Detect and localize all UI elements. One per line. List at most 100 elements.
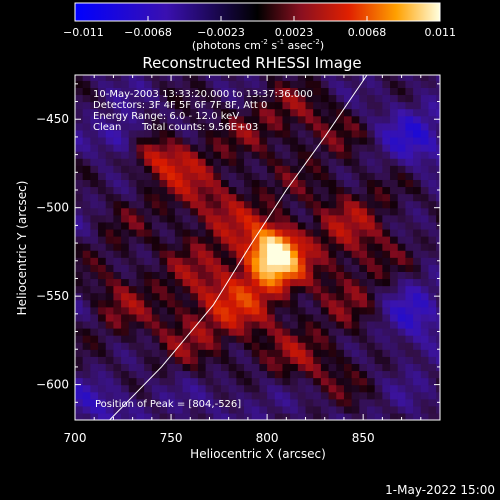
heatmap-cell — [428, 271, 437, 280]
heatmap-cell — [397, 313, 407, 322]
heatmap-cell — [82, 313, 91, 322]
heatmap-cell — [290, 151, 299, 159]
heatmap-cell — [121, 320, 130, 329]
heatmap-cell — [98, 356, 107, 364]
heatmap-cell — [190, 405, 199, 414]
heatmap-cell — [374, 144, 383, 152]
heatmap-cell — [267, 320, 276, 329]
heatmap-cell — [221, 398, 230, 407]
heatmap-cell — [236, 285, 245, 294]
heatmap-cell — [159, 87, 168, 96]
heatmap-cell — [221, 179, 230, 188]
heatmap-cell — [213, 292, 222, 301]
heatmap-cell — [197, 412, 207, 420]
heatmap-cell — [336, 271, 345, 280]
heatmap-cell — [90, 285, 99, 294]
heatmap-cell — [351, 75, 360, 81]
heatmap-cell — [221, 236, 230, 244]
heatmap-cell — [221, 115, 230, 124]
heatmap-cell — [374, 115, 383, 124]
heatmap-cell — [144, 377, 153, 386]
heatmap-cell — [144, 243, 153, 251]
heatmap-cell — [221, 370, 230, 379]
heatmap-cell — [420, 257, 430, 265]
heatmap-cell — [144, 285, 153, 294]
heatmap-cell — [251, 349, 261, 357]
heatmap-cell — [397, 179, 407, 188]
heatmap-cell — [236, 101, 245, 110]
heatmap-cell — [390, 165, 399, 173]
heatmap-cell — [113, 129, 122, 138]
heatmap-cell — [290, 299, 299, 308]
heatmap-cell — [405, 80, 414, 88]
heatmap-cell — [336, 292, 345, 301]
heatmap-cell — [259, 285, 268, 294]
heatmap-cell — [251, 405, 261, 414]
heatmap-cell — [428, 87, 437, 96]
heatmap-cell — [359, 179, 368, 188]
heatmap-cell — [90, 271, 99, 280]
heatmap-cell — [274, 80, 284, 88]
heatmap-cell — [290, 94, 299, 103]
heatmap-cell — [82, 179, 91, 188]
heatmap-cell — [82, 398, 91, 407]
heatmap-cell — [167, 320, 176, 329]
heatmap-cell — [105, 179, 115, 188]
heatmap-cell — [251, 207, 261, 216]
heatmap-cell — [190, 271, 199, 280]
heatmap-cell — [351, 165, 360, 173]
heatmap-cell — [297, 363, 307, 372]
heatmap-cell — [144, 228, 153, 237]
heatmap-cell — [282, 405, 291, 414]
heatmap-cell — [290, 356, 299, 364]
heatmap-cell — [420, 236, 430, 244]
heatmap-cell — [174, 193, 184, 202]
annotation-energy: Energy Range: 6.0 - 12.0 keV — [93, 111, 239, 122]
heatmap-cell — [297, 236, 307, 244]
heatmap-cell — [228, 115, 237, 124]
heatmap-cell — [367, 108, 376, 117]
heatmap-cell — [328, 129, 337, 138]
heatmap-cell — [420, 328, 430, 336]
heatmap-cell — [113, 165, 122, 173]
heatmap-cell — [428, 236, 437, 244]
heatmap-cell — [205, 264, 214, 272]
heatmap-cell — [213, 243, 222, 251]
heatmap-cell — [405, 108, 414, 117]
heatmap-cell — [174, 236, 184, 244]
heatmap-cell — [367, 356, 376, 364]
heatmap-cell — [390, 179, 399, 188]
heatmap-cell — [305, 363, 314, 372]
heatmap-cell — [182, 75, 191, 81]
heatmap-cell — [236, 370, 245, 379]
heatmap-cell — [244, 370, 253, 379]
heatmap-cell — [244, 264, 253, 272]
heatmap-cell — [274, 236, 284, 244]
heatmap-cell — [320, 412, 330, 420]
heatmap-cell — [274, 193, 284, 202]
heatmap-cell — [397, 370, 407, 379]
heatmap-cell — [159, 391, 168, 400]
heatmap-cell — [374, 349, 383, 357]
heatmap-cell — [82, 115, 91, 124]
heatmap-cell — [251, 412, 261, 420]
heatmap-cell — [367, 328, 376, 336]
heatmap-cell — [267, 370, 276, 379]
heatmap-cell — [105, 75, 115, 81]
heatmap-cell — [382, 250, 391, 258]
heatmap-cell — [305, 172, 314, 180]
heatmap-cell — [136, 278, 145, 287]
heatmap-cell — [420, 115, 430, 124]
heatmap-cell — [174, 186, 184, 195]
heatmap-cell — [282, 193, 291, 202]
heatmap-cell — [121, 221, 130, 230]
heatmap-cell — [313, 405, 322, 414]
heatmap-cell — [343, 136, 353, 145]
heatmap-cell — [90, 165, 99, 173]
heatmap-cell — [82, 363, 91, 372]
heatmap-cell — [197, 356, 207, 364]
heatmap-cell — [351, 108, 360, 117]
heatmap-cell — [267, 207, 276, 216]
heatmap-cell — [374, 101, 383, 110]
heatmap-cell — [213, 129, 222, 138]
